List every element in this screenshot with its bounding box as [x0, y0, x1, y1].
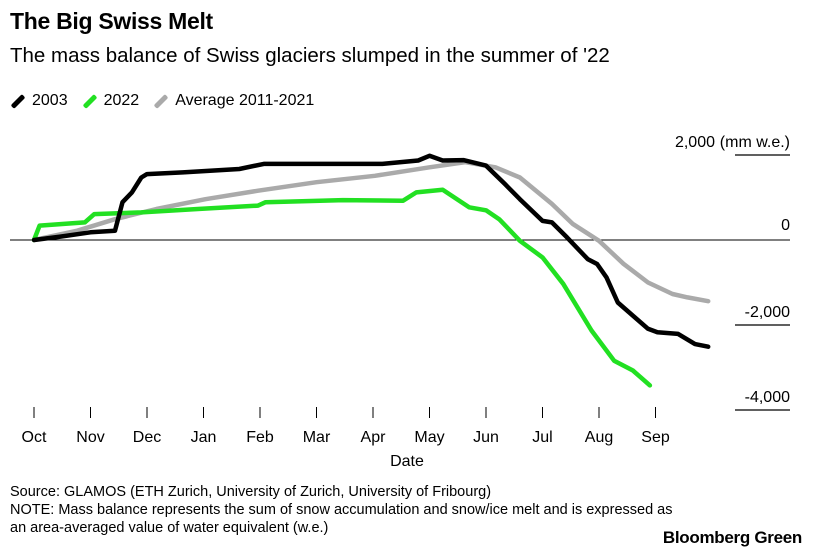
y-unit-label: (mm w.e.) [720, 134, 790, 151]
x-tick-label: Jul [532, 429, 552, 446]
x-axis-label: Date [390, 453, 424, 470]
y-tick-label: 0 [781, 217, 790, 234]
y-tick-label: 2,000 [675, 134, 715, 151]
x-tick-label: Apr [361, 429, 387, 446]
x-tick-label: Jan [191, 429, 217, 446]
legend-label: 2022 [103, 92, 140, 109]
x-tick-label: Aug [585, 429, 613, 446]
plot-area: 2,000 (mm w.e.) 0 -2,000 -4,000 Oct Nov Dec Jan F… [10, 134, 790, 470]
x-tick-label: Sep [641, 429, 670, 446]
note-line-1: NOTE: Mass balance represents the sum of… [10, 502, 673, 518]
x-tick-label: Oct [22, 429, 47, 446]
x-tick-label: Nov [76, 429, 104, 446]
y-tick-label: -2,000 [745, 304, 790, 321]
legend-item-average: Average 2011-2021 [153, 92, 314, 110]
x-tick-label: Dec [133, 429, 161, 446]
legend-item-2022: 2022 [82, 92, 140, 110]
x-tick-label: Feb [246, 429, 274, 446]
legend-label: Average 2011-2021 [175, 92, 315, 109]
chart-subtitle: The mass balance of Swiss glaciers slump… [10, 44, 610, 67]
legend: 2003 2022 Average 2011-2021 [10, 92, 314, 110]
x-tick-label: May [414, 429, 444, 446]
source-text: Source: GLAMOS (ETH Zurich, University o… [10, 484, 492, 500]
x-tick-label: Mar [303, 429, 331, 446]
note-line-2: an area-averaged value of water equivale… [10, 520, 329, 536]
brand-logo: Bloomberg Green [662, 528, 802, 547]
legend-label: 2003 [32, 92, 68, 109]
x-tick-label: Jun [473, 429, 499, 446]
legend-item-2003: 2003 [10, 92, 68, 110]
chart-title: The Big Swiss Melt [10, 8, 213, 34]
y-tick-label: -4,000 [745, 389, 790, 406]
series-line-2022 [31, 187, 653, 388]
series-line-2003 [31, 153, 711, 349]
